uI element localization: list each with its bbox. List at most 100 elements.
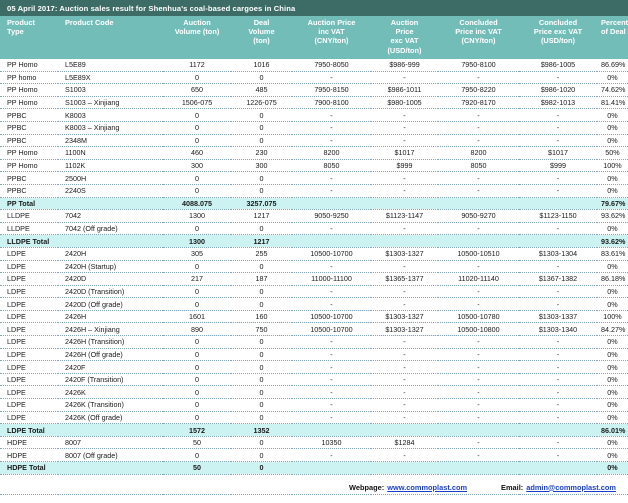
- cell-product_type: LDPE: [0, 335, 58, 349]
- column-header-line: exc VAT: [390, 36, 419, 46]
- table-body: PP Homo L5E89 1172 1016 7950-8050 $986-999 795…: [0, 59, 628, 475]
- cell-auction_price_exc_vat: $1017: [371, 146, 438, 160]
- cell-auction_price_inc_vat: -: [292, 373, 371, 387]
- table-row: HDPE 8007 50 0 10350 $1284- -0%: [0, 436, 628, 450]
- cell-concluded_price_exc_vat: -: [519, 385, 597, 400]
- cell-product_type: LDPE: [0, 272, 58, 286]
- cell-product_code: 1100N: [58, 146, 163, 160]
- cell-product_type: LDPE: [0, 373, 58, 387]
- table-row: PP Homo 1102K 300 300 8050 $999 8050 $999 100%: [0, 159, 628, 173]
- column-header-line: (ton): [253, 36, 270, 46]
- cell-product_type: LDPE: [0, 385, 58, 400]
- cell-percentage_of_deal: 86.69%: [597, 59, 628, 72]
- cell-percentage_of_deal: 0%: [597, 108, 628, 122]
- cell-concluded_price_exc_vat: -: [519, 134, 597, 148]
- table-row: LDPE 2426H (Off grade) 0 0- - - -0%: [0, 348, 628, 362]
- cell-deal_volume: 0: [231, 297, 292, 311]
- cell-percentage_of_deal: 0%: [597, 385, 628, 400]
- cell-product_code: S1003: [58, 83, 163, 97]
- cell-auction_price_inc_vat: 7950-8150: [292, 83, 371, 97]
- cell-auction_price_inc_vat: [292, 234, 371, 248]
- cell-concluded_price_inc_vat: 7950-8100: [438, 59, 519, 72]
- cell-auction_price_inc_vat: 10500-10700: [292, 247, 371, 261]
- cell-product_code: S1003 – Xinjiang: [58, 96, 163, 110]
- table-row: LDPE 2426H 1601 160 10500-10700 $1303-1327 105…: [0, 310, 628, 324]
- cell-concluded_price_inc_vat: -: [438, 348, 519, 362]
- cell-auction_price_exc_vat: [371, 234, 438, 248]
- cell-product_type: LDPE: [0, 398, 58, 412]
- cell-concluded_price_exc_vat: -: [519, 448, 597, 462]
- cell-percentage_of_deal: 93.62%: [597, 234, 628, 248]
- cell-deal_volume: 160: [231, 310, 292, 324]
- cell-auction_price_exc_vat: $1303-1327: [371, 247, 438, 261]
- cell-product_type: LDPE: [0, 310, 58, 324]
- table-row: LDPE 2420F (Transition) 0 0- - - -0%: [0, 373, 628, 387]
- cell-auction_price_inc_vat: 10350: [292, 436, 371, 450]
- cell-auction_price_inc_vat: -: [292, 171, 371, 185]
- cell-concluded_price_inc_vat: 8050: [438, 159, 519, 173]
- cell-percentage_of_deal: 0%: [597, 448, 628, 462]
- cell-auction_price_inc_vat: [292, 461, 371, 475]
- cell-product_type: PP Homo: [0, 159, 58, 173]
- cell-concluded_price_inc_vat: -: [438, 448, 519, 462]
- cell-concluded_price_exc_vat: -: [519, 411, 597, 425]
- table-row: LLDPE 7042 1300 1217 9050-9250 $1123-1147 9050…: [0, 209, 628, 223]
- cell-product_type: PPBC: [0, 121, 58, 135]
- cell-deal_volume: 255: [231, 247, 292, 261]
- table-row: LDPE 2420H (Startup) 0 0- - - -0%: [0, 260, 628, 274]
- cell-auction_price_inc_vat: [292, 197, 371, 211]
- cell-concluded_price_exc_vat: -: [519, 260, 597, 274]
- table-row: LDPE 2420D (Off grade) 0 0- - - -0%: [0, 297, 628, 311]
- cell-concluded_price_exc_vat: $986-1020: [519, 83, 597, 97]
- cell-percentage_of_deal: 86.18%: [597, 272, 628, 286]
- cell-concluded_price_exc_vat: $1303-1337: [519, 310, 597, 324]
- cell-product_code: 2500H: [58, 171, 163, 185]
- cell-concluded_price_exc_vat: -: [519, 348, 597, 362]
- cell-auction_volume: 1300: [163, 209, 231, 223]
- cell-product_type: LLDPE: [0, 209, 58, 223]
- cell-concluded_price_exc_vat: -: [519, 398, 597, 412]
- cell-concluded_price_exc_vat: [519, 197, 597, 211]
- cell-auction_price_exc_vat: -: [371, 260, 438, 274]
- cell-auction_price_exc_vat: -: [371, 71, 438, 85]
- cell-concluded_price_exc_vat: -: [519, 436, 597, 450]
- cell-percentage_of_deal: 0%: [597, 222, 628, 236]
- column-header-line: Deal: [253, 18, 270, 27]
- cell-percentage_of_deal: 100%: [597, 310, 628, 324]
- cell-product_type: LDPE Total: [0, 423, 58, 437]
- cell-auction_price_exc_vat: [371, 461, 438, 475]
- cell-deal_volume: 0: [231, 385, 292, 400]
- cell-product_code: 2420F: [58, 360, 163, 374]
- table-row: LDPE 2426K 0 0- - - -0%: [0, 385, 628, 400]
- cell-concluded_price_exc_vat: [519, 234, 597, 248]
- cell-concluded_price_inc_vat: 9050-9270: [438, 209, 519, 223]
- email-link[interactable]: admin@commoplast.com: [526, 482, 616, 492]
- cell-percentage_of_deal: 0%: [597, 348, 628, 362]
- column-header-concluded_price_inc_vat: Concluded Price inc VAT (CNY/ton): [438, 16, 519, 59]
- cell-auction_price_exc_vat: -: [371, 285, 438, 299]
- cell-concluded_price_inc_vat: -: [438, 335, 519, 349]
- cell-auction_price_exc_vat: -: [371, 121, 438, 135]
- cell-percentage_of_deal: 50%: [597, 146, 628, 160]
- cell-product_code: [58, 197, 163, 211]
- column-header-product_code: Product Code: [58, 16, 163, 59]
- cell-deal_volume: 1016: [231, 59, 292, 72]
- cell-product_type: PPBC: [0, 108, 58, 122]
- cell-concluded_price_exc_vat: $982-1013: [519, 96, 597, 110]
- cell-concluded_price_inc_vat: 7950-8220: [438, 83, 519, 97]
- webpage-link[interactable]: www.commoplast.com: [387, 482, 468, 492]
- cell-auction_volume: 0: [163, 171, 231, 185]
- cell-product_code: 8007 (Off grade): [58, 448, 163, 462]
- cell-product_code: 2426K (Off grade): [58, 411, 163, 425]
- cell-product_code: 2240S: [58, 184, 163, 198]
- cell-auction_price_inc_vat: 7900-8100: [292, 96, 371, 110]
- cell-product_code: 7042 (Off grade): [58, 222, 163, 236]
- table-row: PPBC K8003 – Xinjiang 0 0- - - -0%: [0, 121, 628, 135]
- cell-product_type: PP Homo: [0, 59, 58, 72]
- cell-concluded_price_inc_vat: -: [438, 121, 519, 135]
- cell-auction_price_inc_vat: -: [292, 260, 371, 274]
- cell-concluded_price_exc_vat: -: [519, 71, 597, 85]
- cell-auction_volume: 1172: [163, 59, 231, 72]
- cell-product_type: HDPE Total: [0, 461, 58, 475]
- cell-auction_price_exc_vat: $1284: [371, 436, 438, 450]
